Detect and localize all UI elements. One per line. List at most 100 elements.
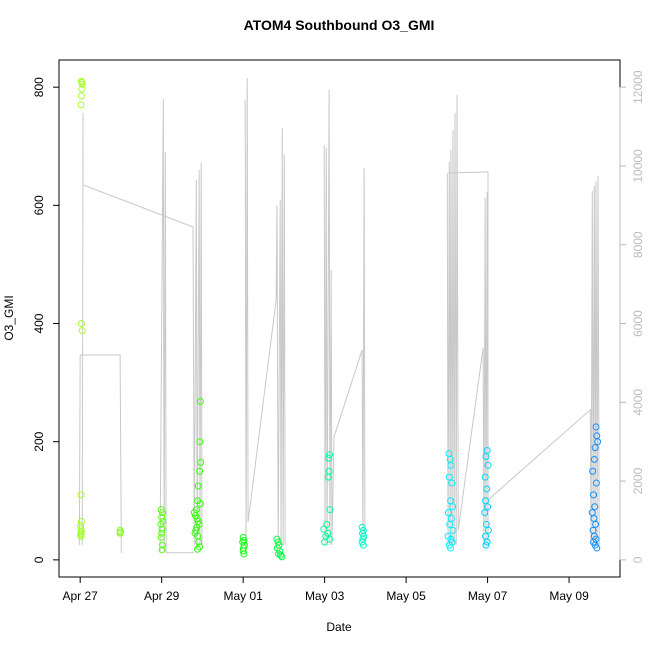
point <box>240 550 248 558</box>
point <box>449 526 457 534</box>
point <box>482 541 490 549</box>
point <box>78 85 86 93</box>
y2-tick-label: 12000 <box>631 70 645 104</box>
y-axis-label: O3_GMI <box>2 295 16 340</box>
point <box>77 491 85 499</box>
y2-tick-label: 8000 <box>631 231 645 258</box>
point <box>481 473 489 481</box>
point <box>481 509 489 517</box>
point <box>196 543 204 551</box>
chart-title: ATOM4 Southbound O3_GMI <box>244 17 435 33</box>
point <box>158 509 166 517</box>
point <box>447 461 455 469</box>
y2-tick-label: 0 <box>631 556 645 563</box>
point <box>446 520 454 528</box>
y-tick-label: 800 <box>32 77 46 97</box>
x-tick-label: Apr 27 <box>63 589 99 603</box>
point <box>447 544 455 552</box>
point <box>196 438 204 446</box>
point <box>158 529 166 537</box>
point <box>158 525 166 533</box>
point <box>594 438 602 446</box>
point <box>592 423 600 431</box>
y-tick-label: 0 <box>32 556 46 563</box>
y2-tick-label: 2000 <box>631 467 645 494</box>
point <box>240 536 248 544</box>
x-tick-label: May 03 <box>305 589 345 603</box>
point <box>325 454 333 462</box>
y-tick-label: 600 <box>32 195 46 215</box>
point <box>324 473 332 481</box>
x-tick-label: May 07 <box>468 589 508 603</box>
point <box>77 101 85 109</box>
point <box>116 529 124 537</box>
point <box>194 545 202 553</box>
point <box>590 515 598 523</box>
point <box>590 455 598 463</box>
point <box>77 92 85 100</box>
x-tick-label: Apr 29 <box>144 589 180 603</box>
point <box>321 538 329 546</box>
y2-tick-label: 4000 <box>631 389 645 416</box>
point <box>484 526 492 534</box>
point <box>592 520 600 528</box>
point <box>590 491 598 499</box>
point <box>197 458 205 466</box>
point <box>484 461 492 469</box>
y-tick-label: 200 <box>32 431 46 451</box>
point <box>326 451 334 459</box>
y2-tick-label: 10000 <box>631 149 645 183</box>
point <box>158 546 166 554</box>
point <box>158 541 166 549</box>
point <box>239 533 247 541</box>
point <box>195 538 203 546</box>
point <box>592 479 600 487</box>
point <box>157 533 165 541</box>
point <box>482 497 490 505</box>
point <box>194 482 202 490</box>
point <box>196 500 204 508</box>
point <box>320 525 328 533</box>
altitude-line <box>78 78 600 554</box>
point <box>589 467 597 475</box>
point <box>449 503 457 511</box>
y-tick-label: 400 <box>32 313 46 333</box>
point <box>157 520 165 528</box>
point <box>591 503 599 511</box>
point <box>593 544 601 552</box>
point <box>77 320 85 328</box>
point <box>484 503 492 511</box>
point <box>445 450 453 458</box>
x-tick-label: May 01 <box>223 589 263 603</box>
point <box>482 452 490 460</box>
y2-tick-label: 6000 <box>631 310 645 337</box>
point <box>326 506 334 514</box>
point <box>158 513 166 521</box>
point <box>359 541 367 549</box>
point <box>196 398 204 406</box>
point <box>77 517 85 525</box>
point <box>483 485 491 493</box>
point <box>78 80 86 88</box>
point <box>447 497 455 505</box>
point <box>196 467 204 475</box>
point <box>588 509 596 517</box>
point <box>448 479 456 487</box>
point <box>77 532 85 540</box>
x-axis-label: Date <box>326 620 352 634</box>
point <box>482 520 490 528</box>
point <box>483 447 491 455</box>
point <box>78 327 86 335</box>
point <box>444 509 452 517</box>
point <box>277 551 285 559</box>
point <box>445 473 453 481</box>
x-tick-label: May 09 <box>549 589 589 603</box>
plot-frame <box>58 59 621 578</box>
point <box>591 444 599 452</box>
point <box>192 526 200 534</box>
point <box>278 553 286 561</box>
x-tick-label: May 05 <box>386 589 426 603</box>
point <box>326 535 334 543</box>
point <box>447 515 455 523</box>
